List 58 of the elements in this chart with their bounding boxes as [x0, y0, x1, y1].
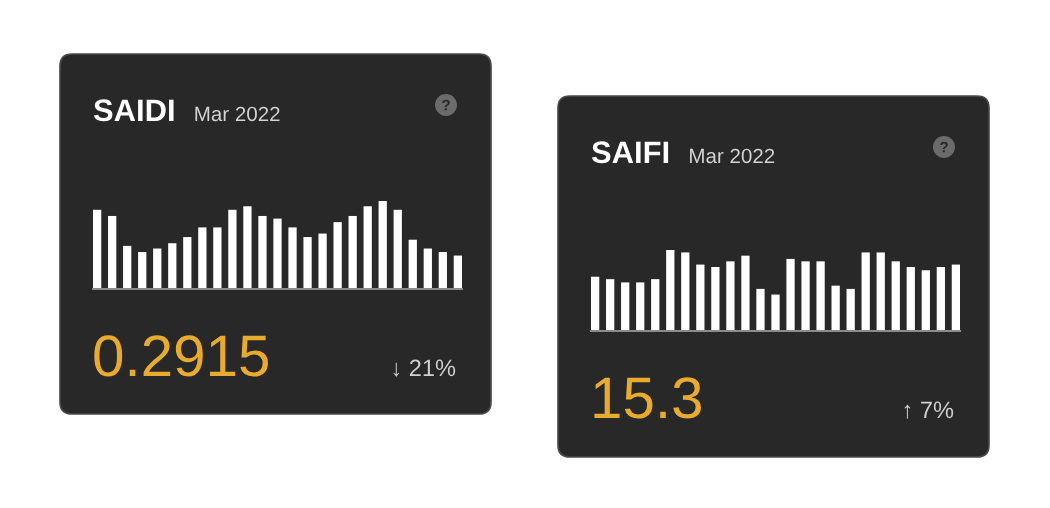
bar [423, 248, 432, 289]
bar [273, 218, 282, 289]
bar [741, 255, 750, 331]
bar [816, 261, 825, 331]
bar [906, 267, 915, 331]
bar [726, 261, 735, 331]
bar [606, 279, 615, 331]
bar [93, 209, 102, 289]
bar [876, 252, 885, 331]
text: ↑ 7% [904, 401, 954, 419]
bar [846, 288, 855, 331]
bar [348, 215, 357, 289]
bar [951, 264, 960, 331]
chart-title: SAIDI [93, 99, 174, 122]
bar [408, 239, 417, 289]
bar [756, 288, 765, 331]
bar [333, 222, 342, 289]
bar [861, 252, 870, 331]
bar [228, 209, 237, 289]
bar [153, 248, 162, 289]
bar [681, 252, 690, 331]
bar [183, 237, 192, 289]
bar [258, 215, 267, 289]
bar [696, 264, 705, 331]
bar [591, 276, 600, 331]
text: 15.3 [594, 377, 701, 419]
bar [711, 267, 720, 331]
bar [636, 282, 645, 331]
bar [936, 267, 945, 331]
chart-subtitle: Mar 2022 [195, 106, 280, 122]
bar [108, 215, 117, 289]
bar [288, 227, 297, 289]
bar [393, 209, 402, 289]
bar [318, 233, 327, 289]
text: ↓ 21% [393, 359, 456, 377]
bar [831, 285, 840, 331]
bar [378, 201, 387, 289]
bar [213, 227, 222, 289]
text: 0.2915 [94, 335, 268, 377]
bar [243, 206, 252, 289]
bar [921, 270, 930, 331]
chart-title: SAIFI [591, 141, 669, 164]
bar [438, 252, 447, 289]
bar [621, 282, 630, 331]
bar [198, 227, 207, 289]
bar [168, 243, 177, 289]
bar [303, 237, 312, 289]
bar [891, 261, 900, 331]
bar [453, 255, 462, 289]
bar [771, 294, 780, 331]
bar [651, 279, 660, 331]
bar [666, 250, 675, 331]
bar [138, 252, 147, 289]
bar [801, 261, 810, 331]
bar [363, 206, 372, 289]
bar [786, 258, 795, 331]
bar [123, 245, 132, 289]
chart-subtitle: Mar 2022 [690, 148, 775, 164]
